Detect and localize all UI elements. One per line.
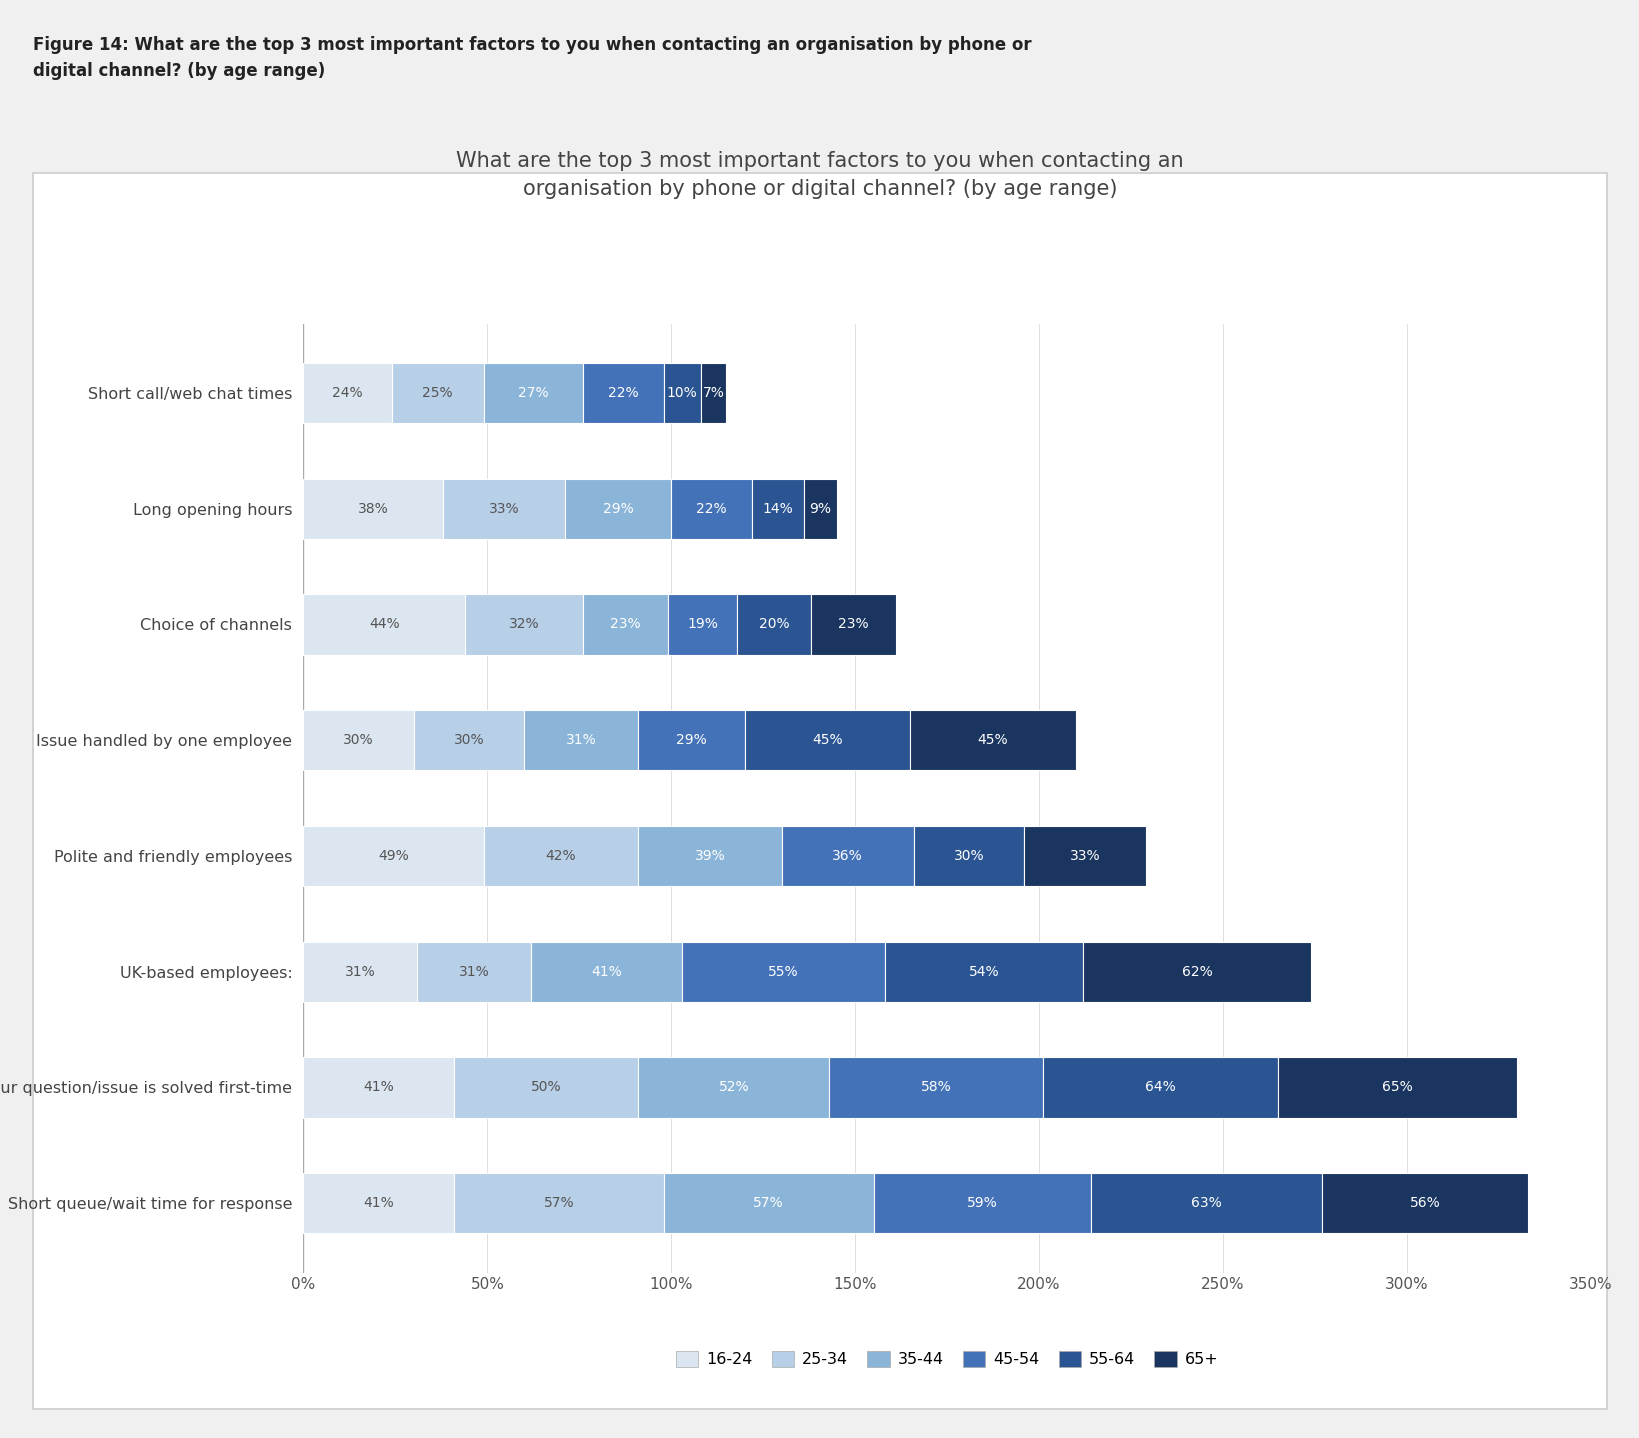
Bar <box>1082 942 1311 1002</box>
Bar <box>454 1173 664 1234</box>
Bar <box>874 1173 1090 1234</box>
Text: 36%: 36% <box>833 848 862 863</box>
Bar <box>664 1173 874 1234</box>
Bar <box>910 710 1075 771</box>
Text: 45%: 45% <box>811 733 842 748</box>
Bar <box>1090 1173 1321 1234</box>
Text: 23%: 23% <box>838 617 869 631</box>
Text: 14%: 14% <box>762 502 793 516</box>
Bar <box>803 479 836 539</box>
Bar <box>303 710 413 771</box>
Bar <box>303 594 465 654</box>
Bar <box>811 594 895 654</box>
Bar <box>667 594 738 654</box>
Text: 31%: 31% <box>344 965 375 979</box>
Bar <box>582 362 664 423</box>
Text: 30%: 30% <box>454 733 484 748</box>
Text: 38%: 38% <box>357 502 388 516</box>
Text: 33%: 33% <box>1069 848 1100 863</box>
Text: 23%: 23% <box>610 617 641 631</box>
Text: 7%: 7% <box>701 385 724 400</box>
Text: 22%: 22% <box>608 385 638 400</box>
Text: 44%: 44% <box>369 617 400 631</box>
Text: 32%: 32% <box>508 617 539 631</box>
Bar <box>700 362 726 423</box>
Bar <box>1277 1057 1516 1117</box>
Bar <box>531 942 682 1002</box>
Bar <box>303 825 484 886</box>
Text: 39%: 39% <box>693 848 724 863</box>
Text: 27%: 27% <box>518 385 549 400</box>
Bar <box>744 710 910 771</box>
Bar <box>638 710 744 771</box>
Text: 19%: 19% <box>687 617 718 631</box>
Text: 24%: 24% <box>333 385 362 400</box>
Text: 58%: 58% <box>919 1080 951 1094</box>
Text: 49%: 49% <box>379 848 408 863</box>
Text: 20%: 20% <box>759 617 788 631</box>
Text: 64%: 64% <box>1144 1080 1175 1094</box>
Bar <box>303 1057 454 1117</box>
Text: What are the top 3 most important factors to you when contacting an
organisation: What are the top 3 most important factor… <box>456 151 1183 198</box>
Bar <box>638 825 782 886</box>
Bar <box>670 479 752 539</box>
Text: 31%: 31% <box>565 733 597 748</box>
Bar <box>883 942 1082 1002</box>
Text: 30%: 30% <box>343 733 374 748</box>
Bar <box>303 942 418 1002</box>
Bar <box>829 1057 1042 1117</box>
Text: 31%: 31% <box>459 965 490 979</box>
Bar <box>484 825 638 886</box>
Bar <box>664 362 700 423</box>
Bar <box>465 594 582 654</box>
Text: 57%: 57% <box>752 1196 783 1211</box>
Bar <box>1042 1057 1277 1117</box>
Text: 54%: 54% <box>969 965 998 979</box>
Text: 55%: 55% <box>767 965 798 979</box>
Bar <box>638 1057 829 1117</box>
Text: 9%: 9% <box>808 502 831 516</box>
Bar <box>1321 1173 1528 1234</box>
Text: 56%: 56% <box>1410 1196 1439 1211</box>
Text: 41%: 41% <box>364 1196 393 1211</box>
Text: 29%: 29% <box>602 502 633 516</box>
Text: 22%: 22% <box>697 502 726 516</box>
Bar <box>303 479 443 539</box>
Bar <box>443 479 564 539</box>
Text: 25%: 25% <box>423 385 452 400</box>
Bar <box>484 362 582 423</box>
Text: 41%: 41% <box>364 1080 393 1094</box>
Text: Figure 14: What are the top 3 most important factors to you when contacting an o: Figure 14: What are the top 3 most impor… <box>33 36 1031 79</box>
Bar <box>752 479 803 539</box>
Bar <box>303 362 392 423</box>
Text: 59%: 59% <box>965 1196 997 1211</box>
Legend: 16-24, 25-34, 35-44, 45-54, 55-64, 65+: 16-24, 25-34, 35-44, 45-54, 55-64, 65+ <box>669 1345 1224 1373</box>
Text: 33%: 33% <box>488 502 520 516</box>
Text: 52%: 52% <box>718 1080 749 1094</box>
Text: 42%: 42% <box>546 848 575 863</box>
Text: 50%: 50% <box>531 1080 561 1094</box>
Text: 41%: 41% <box>592 965 621 979</box>
Text: 45%: 45% <box>977 733 1008 748</box>
Text: 30%: 30% <box>954 848 983 863</box>
Bar <box>564 479 670 539</box>
Bar <box>454 1057 638 1117</box>
Bar <box>524 710 638 771</box>
Bar <box>1024 825 1146 886</box>
Bar <box>392 362 484 423</box>
Text: 10%: 10% <box>667 385 697 400</box>
Bar <box>418 942 531 1002</box>
Text: 57%: 57% <box>544 1196 574 1211</box>
Bar <box>582 594 667 654</box>
Text: 63%: 63% <box>1190 1196 1221 1211</box>
Text: 29%: 29% <box>675 733 706 748</box>
Bar <box>782 825 913 886</box>
Text: 65%: 65% <box>1382 1080 1413 1094</box>
Bar <box>682 942 883 1002</box>
Bar <box>303 1173 454 1234</box>
Text: 62%: 62% <box>1182 965 1211 979</box>
Bar <box>913 825 1024 886</box>
Bar <box>738 594 811 654</box>
Bar <box>413 710 524 771</box>
